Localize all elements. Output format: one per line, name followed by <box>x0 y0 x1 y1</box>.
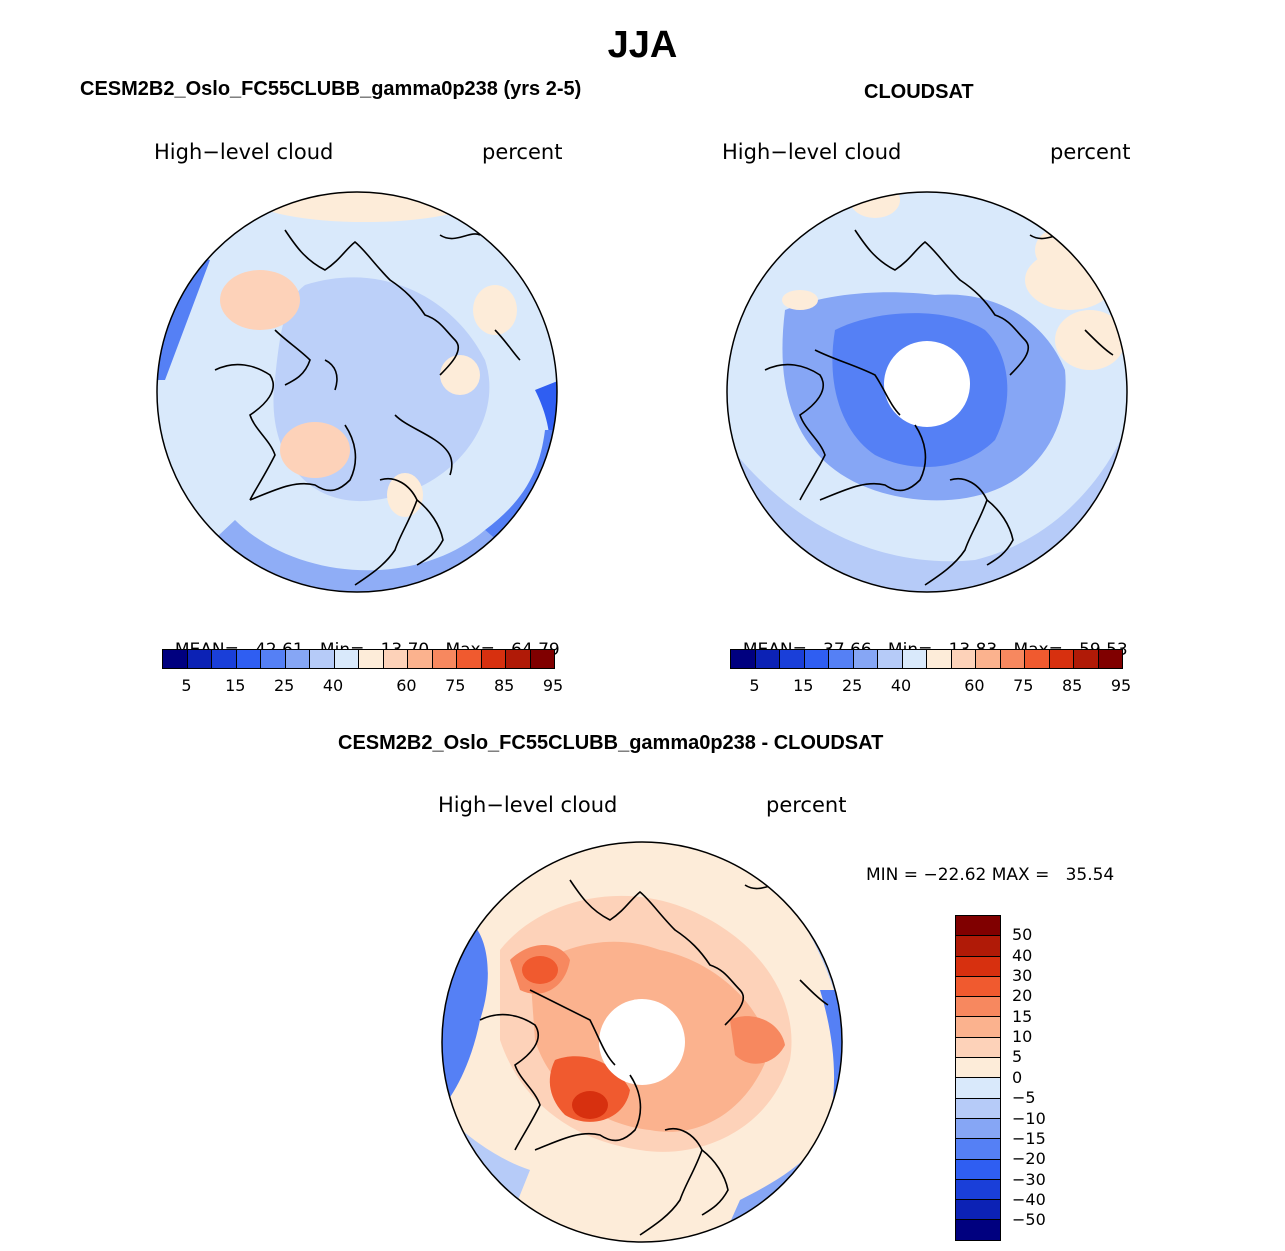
diff-colorbar-swatch <box>956 997 1000 1018</box>
obs-panel-title: CLOUDSAT <box>864 81 974 103</box>
diff-colorbar-swatch <box>956 956 1000 977</box>
diff-units-label: percent <box>766 793 847 817</box>
model-colorbar-tick: 75 <box>445 676 466 695</box>
obs-colorbar-tick: 95 <box>1110 676 1132 695</box>
obs-colorbar-tick: 40 <box>890 676 912 695</box>
obs-colorbar-tick: 5 <box>749 676 760 695</box>
diff-colorbar-tick: −20 <box>1012 1149 1046 1169</box>
obs-colorbar-swatch <box>755 650 780 668</box>
model-colorbar-swatch <box>310 650 335 668</box>
diff-colorbar-swatch <box>956 976 1000 998</box>
diff-colorbar-swatch <box>956 1220 1000 1240</box>
obs-colorbar-swatch <box>951 650 976 668</box>
obs-colorbar-swatch <box>780 650 805 668</box>
obs-colorbar-swatch <box>902 650 927 668</box>
obs-colorbar-swatch <box>829 650 854 668</box>
diff-colorbar-tick: −15 <box>1012 1128 1046 1148</box>
diff-variable-label: High−level cloud <box>438 793 618 817</box>
obs-colorbar-tick: 75 <box>1013 676 1034 695</box>
diff-colorbar-swatch <box>956 936 1000 957</box>
model-colorbar <box>162 649 555 669</box>
diff-colorbar-tick: −10 <box>1012 1108 1046 1128</box>
model-colorbar-tick: 5 <box>181 676 192 695</box>
diff-colorbar-ticks: 50 40 30 20 15 10 5 0 −5 −10 −15 −20 −30 −40 −50 <box>1012 915 1072 1241</box>
diff-colorbar-tick: 5 <box>1012 1047 1023 1067</box>
diff-colorbar-swatch <box>956 1159 1000 1180</box>
obs-colorbar-swatch <box>1000 650 1025 668</box>
model-colorbar-tick: 60 <box>396 676 417 695</box>
obs-colorbar-swatch <box>1049 650 1074 668</box>
model-colorbar-tick: 15 <box>225 676 246 695</box>
obs-colorbar-swatch <box>1098 650 1122 668</box>
diff-colorbar-tick: −5 <box>1012 1088 1036 1108</box>
obs-colorbar-ticks: 5 15 25 40 60 75 85 95 <box>730 676 1131 696</box>
obs-colorbar-swatch <box>976 650 1001 668</box>
model-polar-map <box>156 191 558 593</box>
diff-colorbar-swatch <box>956 1179 1000 1201</box>
model-colorbar-tick: 40 <box>322 676 344 695</box>
diff-colorbar-swatch <box>956 1098 1000 1119</box>
obs-colorbar-tick: 85 <box>1061 676 1083 695</box>
model-colorbar-swatch <box>261 650 286 668</box>
obs-colorbar-swatch <box>1025 650 1050 668</box>
obs-colorbar-swatch <box>878 650 903 668</box>
diff-colorbar-tick: 50 <box>1012 925 1033 945</box>
model-colorbar-swatch <box>506 650 531 668</box>
obs-colorbar-swatch <box>927 650 952 668</box>
diff-colorbar-swatch <box>956 1200 1000 1221</box>
diff-colorbar-swatch <box>956 1118 1000 1140</box>
diff-polar-map <box>441 841 843 1243</box>
model-colorbar-ticks: 5 15 25 40 60 75 85 95 <box>162 676 563 696</box>
model-colorbar-swatch <box>163 650 188 668</box>
model-colorbar-swatch <box>481 650 506 668</box>
diff-colorbar-swatch <box>956 1139 1000 1160</box>
obs-units-label: percent <box>1050 140 1131 164</box>
model-colorbar-swatch <box>236 650 261 668</box>
model-colorbar-swatch <box>359 650 384 668</box>
model-colorbar-tick: 95 <box>542 676 564 695</box>
model-colorbar-swatch <box>530 650 554 668</box>
obs-colorbar-tick: 15 <box>793 676 814 695</box>
diff-colorbar-tick: 20 <box>1012 986 1033 1006</box>
diff-colorbar-tick: 15 <box>1012 1006 1033 1026</box>
diff-colorbar-tick: −30 <box>1012 1169 1046 1189</box>
diff-colorbar-tick: 0 <box>1012 1067 1023 1087</box>
model-colorbar-swatch <box>285 650 310 668</box>
obs-colorbar-swatch <box>1074 650 1099 668</box>
model-colorbar-swatch <box>432 650 457 668</box>
diff-colorbar-swatch <box>956 1017 1000 1038</box>
obs-polar-map <box>726 191 1128 593</box>
diff-colorbar-swatch <box>956 1078 1000 1099</box>
diff-colorbar-tick: 40 <box>1012 945 1033 965</box>
model-colorbar-swatch <box>408 650 433 668</box>
model-colorbar-swatch <box>334 650 359 668</box>
diff-colorbar <box>955 915 1001 1241</box>
diff-colorbar-tick: 30 <box>1012 966 1033 986</box>
diff-colorbar-tick: 10 <box>1012 1027 1033 1047</box>
model-colorbar-swatch <box>187 650 212 668</box>
obs-colorbar-tick: 25 <box>842 676 863 695</box>
diff-minmax: MIN = −22.62 MAX = 35.54 <box>866 865 1115 885</box>
diff-colorbar-swatch <box>956 916 1000 937</box>
model-colorbar-swatch <box>383 650 408 668</box>
model-units-label: percent <box>482 140 563 164</box>
obs-variable-label: High−level cloud <box>722 140 902 164</box>
obs-colorbar-swatch <box>804 650 829 668</box>
diff-colorbar-tick: −50 <box>1012 1210 1046 1230</box>
model-colorbar-tick: 85 <box>493 676 515 695</box>
diff-colorbar-swatch <box>956 1058 1000 1079</box>
season-title: JJA <box>607 24 678 66</box>
model-colorbar-tick: 25 <box>274 676 295 695</box>
diff-colorbar-swatch <box>956 1037 1000 1059</box>
obs-colorbar <box>730 649 1123 669</box>
model-colorbar-swatch <box>212 650 237 668</box>
obs-colorbar-swatch <box>853 650 878 668</box>
diff-panel-title: CESM2B2_Oslo_FC55CLUBB_gamma0p238 - CLOU… <box>338 732 884 754</box>
model-colorbar-swatch <box>457 650 482 668</box>
obs-colorbar-swatch <box>731 650 756 668</box>
diff-colorbar-tick: −40 <box>1012 1189 1046 1209</box>
model-variable-label: High−level cloud <box>154 140 334 164</box>
obs-colorbar-tick: 60 <box>964 676 985 695</box>
model-panel-title: CESM2B2_Oslo_FC55CLUBB_gamma0p238 (yrs 2… <box>80 78 582 100</box>
